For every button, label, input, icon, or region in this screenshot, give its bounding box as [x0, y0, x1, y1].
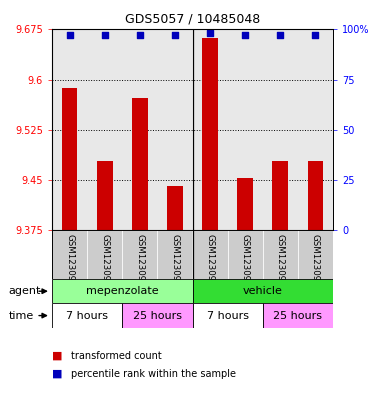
Bar [157, 230, 192, 279]
Text: transformed count: transformed count [71, 351, 162, 361]
Bar [237, 178, 253, 230]
Bar [52, 29, 87, 230]
Bar [202, 38, 218, 230]
Bar [263, 230, 298, 279]
Text: 7 hours: 7 hours [66, 310, 108, 321]
Text: GSM1230986: GSM1230986 [135, 234, 144, 292]
Bar [273, 161, 288, 230]
Bar [167, 187, 183, 230]
Bar [97, 161, 112, 230]
Text: GSM1230993: GSM1230993 [241, 234, 250, 292]
Text: 25 hours: 25 hours [133, 310, 182, 321]
Bar [308, 161, 323, 230]
Text: vehicle: vehicle [243, 286, 283, 296]
Point [242, 32, 248, 39]
Bar [228, 230, 263, 279]
Point [102, 32, 108, 39]
Text: percentile rank within the sample: percentile rank within the sample [71, 369, 236, 379]
Text: GSM1230991: GSM1230991 [311, 234, 320, 292]
Text: ■: ■ [52, 351, 62, 361]
Title: GDS5057 / 10485048: GDS5057 / 10485048 [125, 13, 260, 26]
Text: GSM1230990: GSM1230990 [276, 234, 285, 292]
Point [277, 32, 283, 39]
Bar [87, 29, 122, 230]
Text: mepenzolate: mepenzolate [86, 286, 159, 296]
Bar [298, 230, 333, 279]
Point [312, 32, 318, 39]
Bar [192, 29, 228, 230]
Bar [52, 230, 87, 279]
Bar [62, 88, 77, 230]
Text: GSM1230988: GSM1230988 [65, 234, 74, 292]
Bar [87, 230, 122, 279]
Bar [157, 29, 192, 230]
Point [172, 32, 178, 39]
Point [67, 32, 73, 39]
Bar [192, 279, 333, 303]
Text: GSM1230992: GSM1230992 [206, 234, 214, 292]
Bar [52, 279, 192, 303]
Text: GSM1230989: GSM1230989 [100, 234, 109, 292]
Bar [228, 29, 263, 230]
Bar [192, 303, 263, 328]
Text: 7 hours: 7 hours [207, 310, 249, 321]
Text: 25 hours: 25 hours [273, 310, 322, 321]
Bar [122, 230, 157, 279]
Point [137, 32, 143, 39]
Text: agent: agent [8, 286, 41, 296]
Bar [298, 29, 333, 230]
Point [207, 30, 213, 37]
Bar [263, 303, 333, 328]
Text: time: time [8, 310, 34, 321]
Bar [132, 98, 148, 230]
Bar [122, 29, 157, 230]
Bar [263, 29, 298, 230]
Bar [192, 230, 228, 279]
Bar [52, 303, 122, 328]
Text: ■: ■ [52, 369, 62, 379]
Bar [122, 303, 192, 328]
Text: GSM1230987: GSM1230987 [171, 234, 179, 292]
